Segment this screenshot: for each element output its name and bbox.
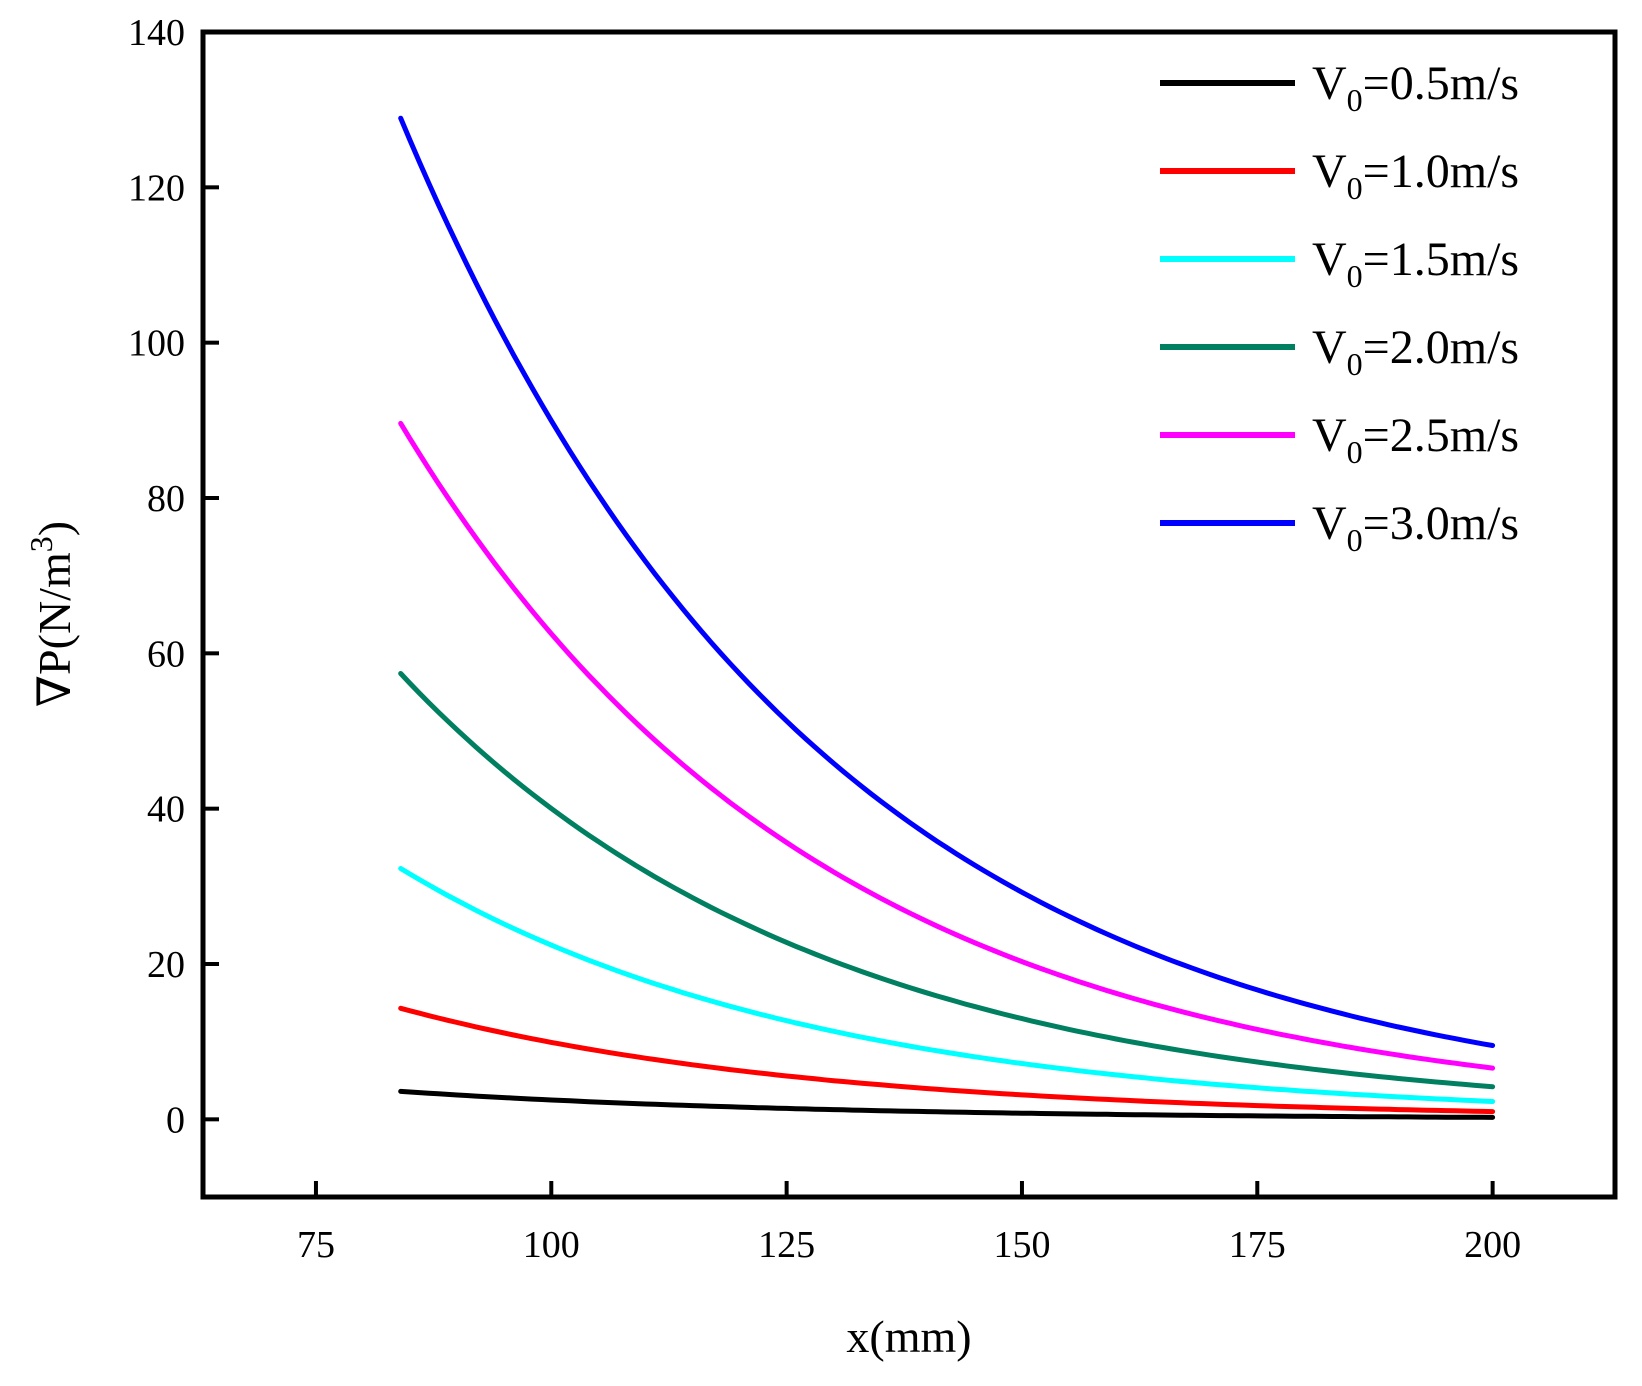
y-tick-label: 20 [147,944,185,986]
x-tick-label: 200 [1464,1224,1521,1266]
legend-label-4: V0=2.0m/s [1312,321,1519,382]
legend-label-6: V0=3.0m/s [1312,497,1519,558]
axis-tick-labels: 75 100 125 150 175 200 0 20 40 60 80 100 120 140 [128,12,1521,1266]
series-line-3 [398,866,1496,1104]
x-tick-label: 150 [993,1224,1050,1266]
y-axis-title: ∇P(N/m3) [23,521,80,707]
legend-label-2: V0=1.0m/s [1312,145,1519,206]
y-tick-label: 80 [147,478,185,520]
y-axis-title-sup: 3 [23,536,59,552]
y-tick-label: 100 [128,323,185,365]
y-tick-label: 120 [128,167,185,209]
y-axis-title-suffix: ) [29,521,80,536]
axis-ticks [203,30,1495,1197]
x-tick-label: 175 [1229,1224,1286,1266]
series-line-5 [398,420,1496,1071]
x-tick-label: 100 [523,1224,580,1266]
series-line-2 [398,1005,1496,1115]
legend-label-1: V0=0.5m/s [1312,57,1519,118]
x-tick-label: 75 [297,1224,335,1266]
series-line-1 [398,1088,1496,1120]
x-tick-label: 125 [758,1224,815,1266]
y-tick-label: 0 [166,1099,185,1141]
y-tick-label: 140 [128,12,185,54]
y-tick-label: 40 [147,789,185,831]
legend: V0=0.5m/s V0=1.0m/s V0=1.5m/s V0=2.0m/s V0=2… [1160,57,1519,558]
y-tick-label: 60 [147,633,185,675]
x-axis-title: x(mm) [846,1311,971,1362]
series-line-4 [398,671,1496,1090]
y-axis-title-main: ∇P(N/m [29,552,80,707]
legend-label-3: V0=1.5m/s [1312,233,1519,294]
series-line-6 [398,115,1496,1048]
curves-layer [398,115,1496,1120]
plot-frame [200,29,1618,1200]
legend-label-5: V0=2.5m/s [1312,409,1519,470]
